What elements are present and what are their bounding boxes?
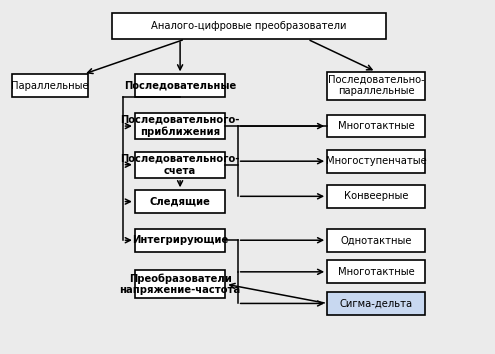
FancyBboxPatch shape [135, 152, 225, 178]
FancyBboxPatch shape [327, 115, 425, 137]
Text: Параллельные: Параллельные [11, 81, 89, 91]
FancyBboxPatch shape [135, 113, 225, 139]
FancyBboxPatch shape [135, 229, 225, 252]
FancyBboxPatch shape [327, 72, 425, 100]
FancyBboxPatch shape [327, 261, 425, 283]
FancyBboxPatch shape [135, 270, 225, 298]
Text: Однотактные: Однотактные [340, 235, 412, 245]
Text: Последовательно-
параллельные: Последовательно- параллельные [328, 75, 424, 97]
FancyBboxPatch shape [327, 229, 425, 252]
Text: Конвеерные: Конвеерные [344, 191, 408, 201]
Text: Следящие: Следящие [149, 196, 210, 207]
FancyBboxPatch shape [135, 190, 225, 213]
Text: Последовательного-
приближения: Последовательного- приближения [120, 115, 240, 137]
FancyBboxPatch shape [327, 292, 425, 315]
Text: Преобразователи
напряжение-частота: Преобразователи напряжение-частота [119, 273, 241, 295]
Text: Последовательного-
счета: Последовательного- счета [120, 154, 240, 176]
Text: Сигма-дельта: Сигма-дельта [340, 298, 413, 308]
Text: Многотактные: Многотактные [338, 267, 414, 277]
FancyBboxPatch shape [327, 150, 425, 173]
FancyBboxPatch shape [111, 13, 386, 39]
FancyBboxPatch shape [135, 74, 225, 97]
FancyBboxPatch shape [327, 185, 425, 208]
FancyBboxPatch shape [12, 74, 88, 97]
Text: Многотактные: Многотактные [338, 121, 414, 131]
Text: Аналого-цифровые преобразователи: Аналого-цифровые преобразователи [151, 21, 346, 31]
Text: Последовательные: Последовательные [124, 81, 236, 91]
Text: Многоступенчатые: Многоступенчатые [326, 156, 426, 166]
Text: Интегрирующие: Интегрирующие [132, 235, 228, 245]
